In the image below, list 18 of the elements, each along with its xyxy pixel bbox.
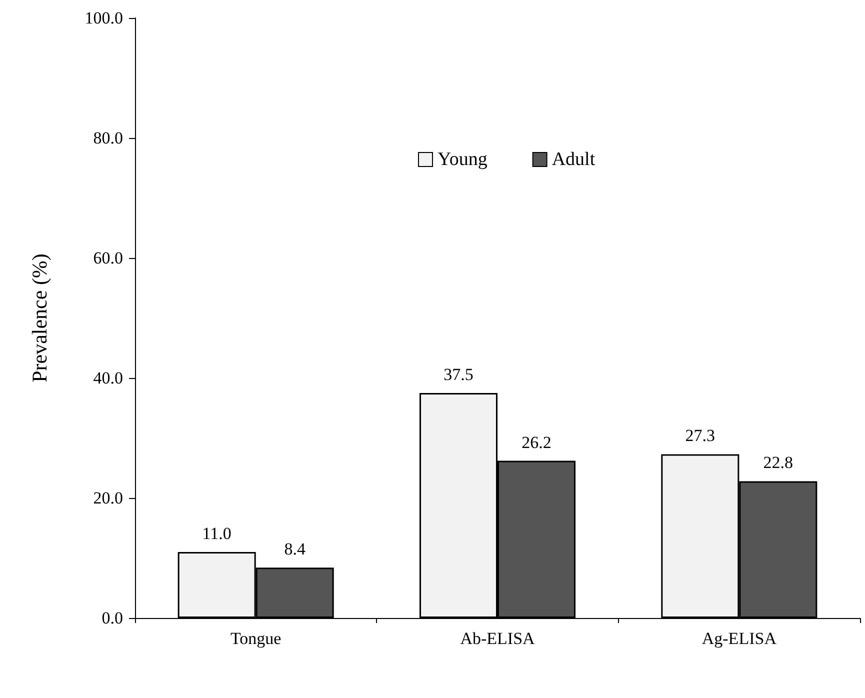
legend-label: Young <box>438 149 488 170</box>
data-label: 11.0 <box>202 524 232 543</box>
data-label: 22.8 <box>763 453 794 472</box>
y-tick-label: 100.0 <box>84 8 123 28</box>
data-label: 8.4 <box>284 540 306 559</box>
data-label: 37.5 <box>444 365 474 384</box>
x-tick-label: Ab-ELISA <box>460 629 536 648</box>
data-label: 27.3 <box>685 426 716 446</box>
y-axis-title: Prevalence (%) <box>28 254 52 382</box>
legend-label: Adult <box>552 149 596 170</box>
y-tick-label: 60.0 <box>93 248 123 268</box>
y-tick-label: 20.0 <box>93 488 123 508</box>
x-tick-label: Tongue <box>230 629 282 648</box>
data-label: 26.2 <box>522 432 552 452</box>
y-tick-label: 0.0 <box>102 608 123 628</box>
y-tick-label: 80.0 <box>93 128 123 148</box>
y-tick-label: 40.0 <box>93 368 123 388</box>
x-tick-label: Ag-ELISA <box>702 629 778 648</box>
